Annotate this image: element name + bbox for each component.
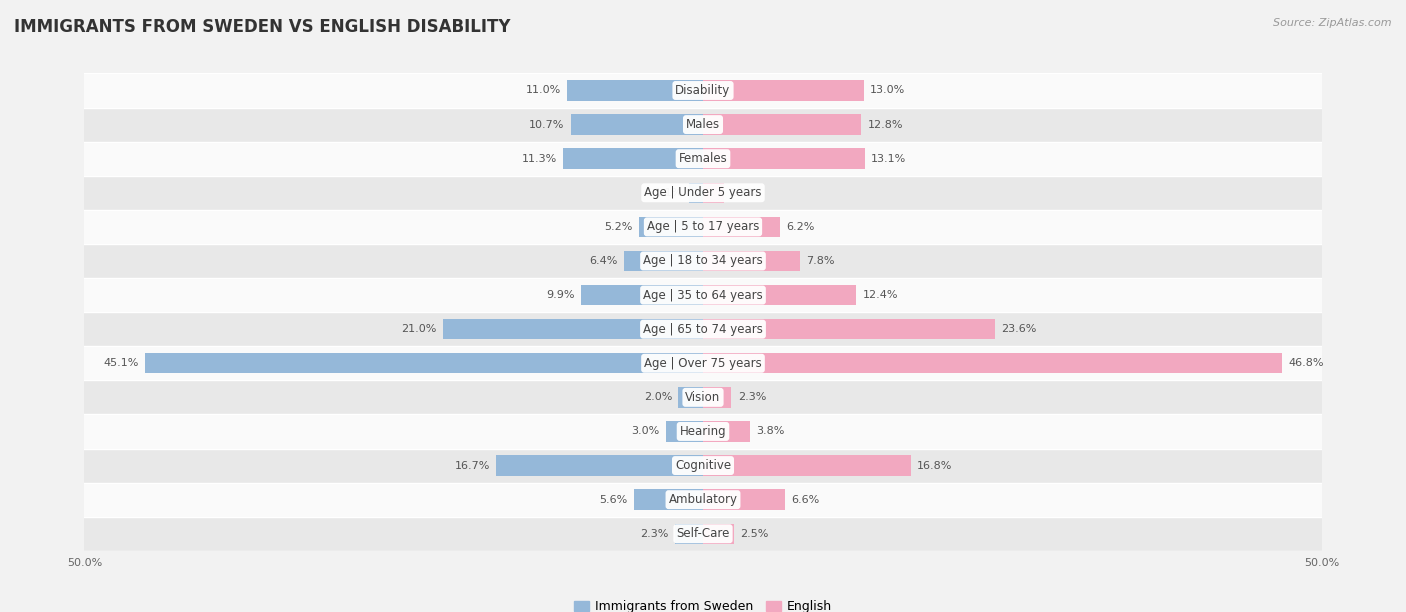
Bar xyxy=(84,312,1322,346)
Bar xyxy=(84,278,1322,312)
Text: 5.2%: 5.2% xyxy=(605,222,633,232)
Bar xyxy=(84,414,1322,449)
Text: 16.8%: 16.8% xyxy=(917,461,952,471)
Text: 1.7%: 1.7% xyxy=(730,188,759,198)
Text: Age | 18 to 34 years: Age | 18 to 34 years xyxy=(643,255,763,267)
Bar xyxy=(84,449,1322,483)
Bar xyxy=(624,251,703,271)
Text: 9.9%: 9.9% xyxy=(546,290,574,300)
Bar xyxy=(703,421,749,442)
Text: 12.4%: 12.4% xyxy=(863,290,898,300)
Bar xyxy=(703,387,731,408)
Text: Cognitive: Cognitive xyxy=(675,459,731,472)
Bar xyxy=(496,455,703,476)
Bar xyxy=(703,285,856,305)
Bar xyxy=(84,346,1322,380)
Text: IMMIGRANTS FROM SWEDEN VS ENGLISH DISABILITY: IMMIGRANTS FROM SWEDEN VS ENGLISH DISABI… xyxy=(14,18,510,36)
Bar xyxy=(638,217,703,237)
Text: 1.1%: 1.1% xyxy=(655,188,683,198)
Bar xyxy=(84,483,1322,517)
Bar xyxy=(703,319,995,340)
Text: 3.8%: 3.8% xyxy=(756,427,785,436)
Text: Disability: Disability xyxy=(675,84,731,97)
Bar xyxy=(703,114,862,135)
Text: Source: ZipAtlas.com: Source: ZipAtlas.com xyxy=(1274,18,1392,28)
Bar xyxy=(703,149,865,169)
Text: 7.8%: 7.8% xyxy=(806,256,834,266)
Bar xyxy=(703,217,780,237)
Bar xyxy=(703,353,1282,373)
Bar xyxy=(84,244,1322,278)
Text: Age | 5 to 17 years: Age | 5 to 17 years xyxy=(647,220,759,233)
Text: 13.1%: 13.1% xyxy=(872,154,907,163)
Bar xyxy=(666,421,703,442)
Bar xyxy=(564,149,703,169)
Text: 2.3%: 2.3% xyxy=(738,392,766,402)
Text: 46.8%: 46.8% xyxy=(1288,358,1323,368)
Bar xyxy=(703,490,785,510)
Text: 45.1%: 45.1% xyxy=(104,358,139,368)
Bar xyxy=(675,523,703,544)
Text: 12.8%: 12.8% xyxy=(868,119,903,130)
Text: Age | Over 75 years: Age | Over 75 years xyxy=(644,357,762,370)
Text: 2.0%: 2.0% xyxy=(644,392,672,402)
Text: 11.3%: 11.3% xyxy=(522,154,557,163)
Bar xyxy=(443,319,703,340)
Bar xyxy=(581,285,703,305)
Bar xyxy=(634,490,703,510)
Text: 10.7%: 10.7% xyxy=(529,119,564,130)
Text: 11.0%: 11.0% xyxy=(526,86,561,95)
Text: 21.0%: 21.0% xyxy=(402,324,437,334)
Bar xyxy=(567,80,703,101)
Bar xyxy=(84,380,1322,414)
Text: Hearing: Hearing xyxy=(679,425,727,438)
Text: Ambulatory: Ambulatory xyxy=(668,493,738,506)
Bar xyxy=(678,387,703,408)
Text: 2.5%: 2.5% xyxy=(740,529,769,539)
Text: 6.6%: 6.6% xyxy=(790,494,820,505)
Bar xyxy=(703,80,863,101)
Bar xyxy=(689,182,703,203)
Text: 23.6%: 23.6% xyxy=(1001,324,1036,334)
Bar xyxy=(84,176,1322,210)
Bar xyxy=(84,517,1322,551)
Text: 6.2%: 6.2% xyxy=(786,222,814,232)
Text: Self-Care: Self-Care xyxy=(676,528,730,540)
Bar xyxy=(84,108,1322,141)
Text: 13.0%: 13.0% xyxy=(870,86,905,95)
Text: Vision: Vision xyxy=(685,391,721,404)
Bar xyxy=(703,182,724,203)
Bar xyxy=(145,353,703,373)
Text: Age | 35 to 64 years: Age | 35 to 64 years xyxy=(643,289,763,302)
Text: Age | 65 to 74 years: Age | 65 to 74 years xyxy=(643,323,763,335)
Bar xyxy=(84,73,1322,108)
Text: Males: Males xyxy=(686,118,720,131)
Bar xyxy=(84,141,1322,176)
Text: 5.6%: 5.6% xyxy=(599,494,627,505)
Bar xyxy=(703,251,800,271)
Bar xyxy=(571,114,703,135)
Bar xyxy=(84,210,1322,244)
Text: 6.4%: 6.4% xyxy=(589,256,617,266)
Text: 3.0%: 3.0% xyxy=(631,427,659,436)
Text: 16.7%: 16.7% xyxy=(454,461,491,471)
Text: 2.3%: 2.3% xyxy=(640,529,668,539)
Text: Females: Females xyxy=(679,152,727,165)
Text: Age | Under 5 years: Age | Under 5 years xyxy=(644,186,762,200)
Bar xyxy=(703,523,734,544)
Bar xyxy=(703,455,911,476)
Legend: Immigrants from Sweden, English: Immigrants from Sweden, English xyxy=(569,595,837,612)
